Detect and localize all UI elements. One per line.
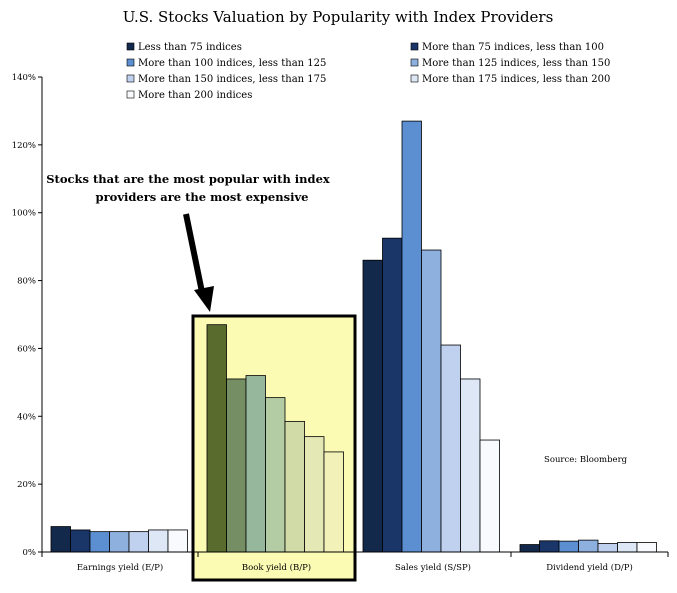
bar-3-3 (401, 120, 422, 553)
bar-5-3 (440, 344, 461, 553)
bar-5-2 (284, 420, 305, 553)
bar-4-1 (109, 531, 130, 553)
legend-label: More than 150 indices, less than 175 (138, 74, 326, 85)
bar-4-4 (578, 539, 599, 553)
bar-2-1 (70, 529, 91, 553)
category-label: Sales yield (S/SP) (395, 562, 471, 573)
bar-7-1 (167, 529, 188, 553)
y-tick-label: 80% (17, 277, 36, 287)
category-label: Dividend yield (D/P) (546, 562, 633, 573)
bar-4-2 (265, 397, 286, 553)
y-tick-label: 120% (12, 141, 36, 151)
annotation-arrow (183, 213, 214, 312)
y-tick-label: 0% (23, 548, 37, 558)
annotation-layer: Stocks that are the most popular with in… (46, 172, 330, 312)
bar-2-3 (382, 237, 403, 553)
bar-6-3 (460, 378, 481, 553)
y-tick-label: 20% (17, 480, 36, 490)
legend: Less than 75 indices More than 75 indices… (126, 42, 610, 101)
y-tick-label: 60% (17, 344, 36, 354)
bar-3-4 (558, 540, 579, 553)
bar-5-4 (597, 543, 618, 553)
y-tick-label: 140% (12, 73, 36, 83)
legend-label: Less than 75 indices (138, 42, 242, 53)
y-tick-label: 40% (17, 412, 36, 422)
bar-6-1 (148, 529, 169, 553)
bar-7-3 (479, 439, 500, 553)
legend-swatch (126, 74, 135, 83)
legend-swatch (410, 58, 419, 67)
bar-3-2 (245, 375, 266, 553)
bar-2-2 (226, 378, 247, 553)
bar-1-2 (206, 324, 227, 553)
bar-1-4 (519, 544, 540, 553)
legend-label: More than 175 indices, less than 200 (422, 74, 610, 85)
legend-swatch (126, 58, 135, 67)
bar-1-1 (50, 526, 71, 553)
legend-label: More than 75 indices, less than 100 (422, 42, 604, 53)
annotation-line-1: Stocks that are the most popular with in… (46, 172, 330, 186)
bar-2-4 (539, 540, 560, 553)
annotation-line-2: providers are the most expensive (96, 190, 309, 204)
legend-swatch (126, 42, 135, 51)
bar-1-3 (362, 259, 383, 553)
legend-swatch (126, 90, 135, 99)
bar-7-4 (636, 542, 657, 553)
bar-6-2 (304, 436, 325, 553)
bar-6-4 (617, 542, 638, 553)
source-note: Source: Bloomberg (544, 455, 628, 465)
bar-5-1 (128, 531, 149, 553)
annotation-arrow-shaft (183, 213, 205, 293)
bar-3-1 (89, 531, 110, 553)
category-label: Book yield (B/P) (242, 562, 311, 573)
legend-label: More than 125 indices, less than 150 (422, 58, 610, 69)
bar-4-3 (421, 249, 442, 553)
annotation-arrow-head (194, 286, 214, 312)
legend-label: More than 100 indices, less than 125 (138, 58, 326, 69)
y-tick-label: 100% (12, 209, 36, 219)
legend-swatch (410, 42, 419, 51)
axis-layer: 0% 20% 40% 60% 80% 100% 120% 140% Earnings yield… (12, 73, 669, 573)
legend-label: More than 200 indices (138, 90, 252, 101)
legend-swatch (410, 74, 419, 83)
bar-7-2 (323, 451, 344, 553)
category-label: Earnings yield (E/P) (77, 562, 163, 573)
bars-layer (50, 120, 657, 553)
chart-title: U.S. Stocks Valuation by Popularity with… (123, 8, 554, 26)
